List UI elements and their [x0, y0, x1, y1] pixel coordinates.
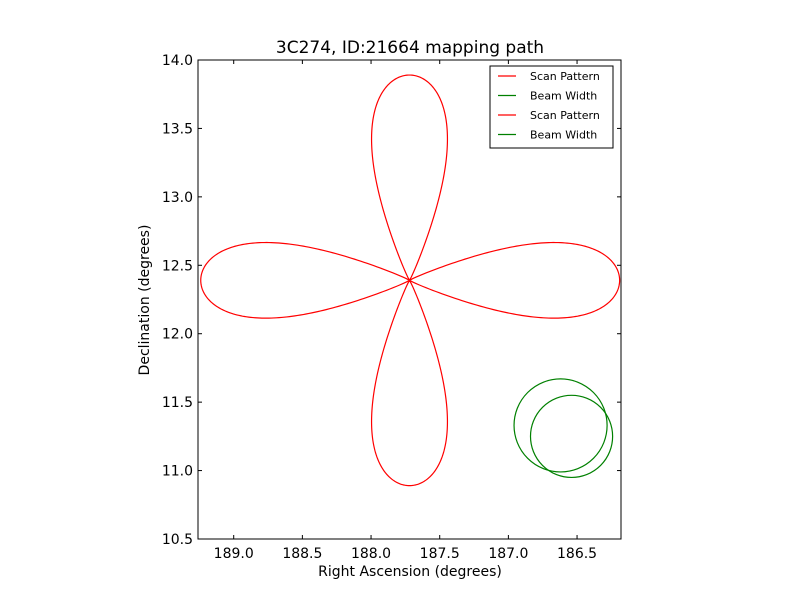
scan-pattern-petal-south: [370, 280, 449, 487]
plot-area: [197, 59, 622, 540]
legend-label: Beam Width: [530, 90, 597, 103]
plot-frame: [197, 59, 622, 540]
y-tick-label: 12.5: [162, 258, 193, 274]
y-axis-label: Declination (degrees): [137, 225, 153, 376]
x-tick-label: 188.5: [282, 546, 322, 562]
legend: Scan Pattern Beam Width Scan Pattern Beam W…: [489, 65, 614, 149]
scan-pattern-petal-east: [200, 241, 410, 319]
legend-label: Scan Pattern: [530, 109, 600, 122]
legend-label: Scan Pattern: [530, 70, 600, 83]
axis-ticks: 189.0 188.5 188.0 187.5 187.0 186.5 10.5 11.0 11…: [162, 53, 621, 562]
x-tick-label: 188.0: [351, 546, 391, 562]
x-tick-label: 186.5: [557, 546, 597, 562]
chart-title: 3C274, ID:21664 mapping path: [276, 38, 544, 58]
y-tick-label: 13.0: [162, 190, 193, 206]
x-tick-label: 187.0: [488, 546, 528, 562]
scan-pattern-petal-north: [370, 74, 449, 281]
y-tick-label: 13.5: [162, 121, 193, 137]
y-tick-label: 11.0: [162, 464, 193, 480]
y-tick-label: 12.0: [162, 327, 193, 343]
x-tick-label: 187.5: [420, 546, 460, 562]
y-tick-label: 14.0: [162, 53, 193, 69]
legend-label: Beam Width: [530, 129, 597, 142]
scan-pattern-petal-west: [409, 241, 621, 319]
data-layer: [200, 74, 621, 487]
beam-width-circle-3: [529, 394, 614, 479]
beam-width-circle-1: [513, 378, 608, 473]
y-tick-label: 11.5: [162, 395, 193, 411]
x-axis-label: Right Ascension (degrees): [318, 564, 502, 580]
x-tick-label: 189.0: [214, 546, 254, 562]
y-tick-label: 10.5: [162, 532, 193, 548]
